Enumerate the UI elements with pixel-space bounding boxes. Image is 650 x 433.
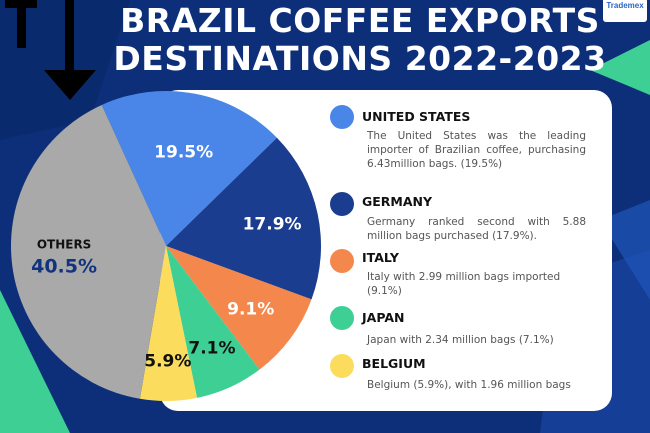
legend-description: The United States was the leading import… — [367, 130, 586, 170]
legend-description: Italy with 2.99 million bags imported (9… — [367, 271, 561, 297]
legend-description: Belgium (5.9%), with 1.96 million bags — [367, 379, 571, 391]
slice-value-label: 7.1% — [188, 339, 235, 359]
legend-swatch-japan — [330, 306, 354, 330]
pie-slice-belgium — [139, 246, 198, 401]
pie-slice-others — [11, 104, 166, 399]
legend-label: GERMANY — [362, 194, 433, 209]
legend-swatch-germany — [330, 192, 354, 216]
legend-swatch-belgium — [330, 354, 354, 378]
legend-label: JAPAN — [362, 310, 405, 325]
legend-swatch-italy — [330, 249, 354, 273]
legend-description: Japan with 2.34 million bags (7.1%) — [367, 334, 554, 346]
pie-slice-italy — [166, 246, 312, 370]
legend-description: Germany ranked second with 5.88 million … — [367, 216, 586, 242]
slice-value-label: 9.1% — [227, 300, 274, 320]
chart-title-line-1: BRAZIL COFFEE EXPORTS — [120, 1, 600, 40]
legend-swatch-united-states — [330, 105, 354, 129]
brand-logo: Trademex — [603, 0, 647, 22]
down-arrow-icon — [5, 0, 96, 100]
slice-value-label: 40.5% — [31, 255, 97, 277]
chart-title-line-2: DESTINATIONS 2022-2023 — [113, 39, 607, 78]
pie-slice-japan — [166, 246, 260, 398]
slice-value-label: 19.5% — [154, 143, 213, 163]
pie-slice-germany — [166, 137, 321, 300]
slice-value-label: 17.9% — [243, 214, 302, 234]
legend-label: BELGIUM — [362, 356, 426, 371]
slice-category-label: OTHERS — [37, 237, 92, 251]
slice-value-label: 5.9% — [144, 352, 191, 372]
pie-slice-united-states — [101, 91, 277, 247]
legend-label: UNITED STATES — [362, 109, 471, 124]
legend-label: ITALY — [362, 250, 399, 265]
